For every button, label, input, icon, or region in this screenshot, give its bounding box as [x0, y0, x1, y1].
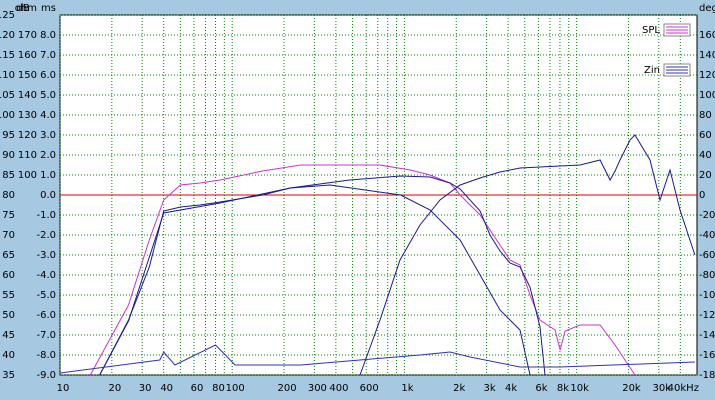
ohm-tick-label: 170	[18, 30, 37, 41]
ms-tick-label: -1.0	[36, 210, 56, 221]
y2-tick-label: 0	[699, 190, 705, 201]
legend-label: Zin	[644, 65, 660, 76]
y2-tick-label: 60	[699, 130, 712, 141]
y2-tick-label: 140	[699, 50, 715, 61]
ms-tick-label: -9.0	[36, 370, 56, 381]
y-tick-label: 70	[2, 230, 15, 241]
ohm-tick-label: 140	[18, 90, 37, 101]
x-tick-label: 60	[191, 383, 204, 394]
x-tick-label: 300	[308, 383, 327, 394]
ohm-tick-label: 120	[18, 130, 37, 141]
y-tick-label: 90	[2, 150, 15, 161]
y2-unit: deg	[699, 3, 715, 14]
y-tick-label: 95	[2, 130, 15, 141]
ms-tick-label: 4.0	[40, 110, 56, 121]
ohm-tick-label: 100	[18, 170, 37, 181]
y-tick-label: 45	[2, 330, 15, 341]
ohm-tick-label: 130	[18, 110, 37, 121]
y2-tick-label: -80	[699, 270, 715, 281]
ohm-unit: ohm	[15, 3, 37, 14]
ms-tick-label: -4.0	[36, 270, 56, 281]
series-line	[359, 134, 696, 375]
y2-tick-label: -120	[699, 310, 715, 321]
ms-tick-label: -6.0	[36, 310, 56, 321]
y-tick-label: 100	[0, 110, 15, 121]
series-line	[99, 175, 546, 375]
y-unit: dB	[16, 3, 29, 14]
y2-tick-label: 20	[699, 170, 712, 181]
x-tick-label: 1k	[401, 383, 413, 394]
y2-tick-label: 120	[699, 70, 715, 81]
y2-tick-label: -180	[699, 370, 715, 381]
y2-tick-label: -40	[699, 230, 715, 241]
y-tick-label: 115	[0, 50, 15, 61]
y2-tick-label: 160	[699, 30, 715, 41]
x-tick-label: 8k	[557, 383, 569, 394]
x-tick-label: 200	[278, 383, 297, 394]
x-tick-label: 40kHz	[668, 383, 699, 394]
y-tick-label: 110	[0, 70, 15, 81]
x-tick-label: 2k	[453, 383, 465, 394]
y-tick-label: 80	[2, 190, 15, 201]
y-tick-label: 85	[2, 170, 15, 181]
ms-tick-label: -7.0	[36, 330, 56, 341]
y2-tick-label: -140	[699, 330, 715, 341]
x-tick-label: 4k	[505, 383, 517, 394]
ms-tick-label: 3.0	[40, 130, 56, 141]
x-tick-label: 20k	[622, 383, 641, 394]
y-tick-label: 75	[2, 210, 15, 221]
y-tick-label: 50	[2, 310, 15, 321]
y-tick-label: 65	[2, 250, 15, 261]
x-tick-label: 100	[226, 383, 245, 394]
y2-tick-label: -60	[699, 250, 715, 261]
y-tick-label: 105	[0, 90, 15, 101]
ms-unit: ms	[41, 3, 56, 14]
x-tick-label: 3k	[484, 383, 496, 394]
y-tick-label: 35	[2, 370, 15, 381]
ms-tick-label: 7.0	[40, 50, 56, 61]
y2-tick-label: -100	[699, 290, 715, 301]
y-tick-label: 125	[0, 10, 15, 21]
x-tick-label: 6k	[535, 383, 547, 394]
series-line	[99, 184, 531, 375]
ms-tick-label: -2.0	[36, 230, 56, 241]
y2-tick-label: -160	[699, 350, 715, 361]
x-tick-label: 80	[212, 383, 225, 394]
y-tick-label: 120	[0, 30, 15, 41]
y2-tick-label: 80	[699, 110, 712, 121]
ohm-tick-label: 150	[18, 70, 37, 81]
ms-tick-label: 8.0	[40, 30, 56, 41]
x-tick-label: 40	[160, 383, 173, 394]
ms-tick-label: 5.0	[40, 90, 56, 101]
y-tick-label: 40	[2, 350, 15, 361]
y2-tick-label: 40	[699, 150, 712, 161]
ms-tick-label: 0.0	[40, 190, 56, 201]
x-tick-label: 10k	[570, 383, 589, 394]
series-line	[89, 164, 636, 375]
y-tick-label: 55	[2, 290, 15, 301]
x-tick-label: 30	[139, 383, 152, 394]
y2-tick-label: 100	[699, 90, 715, 101]
legend-label: SPL	[642, 25, 660, 36]
ms-tick-label: 2.0	[40, 150, 56, 161]
ms-tick-label: 1.0	[40, 170, 56, 181]
ms-tick-label: -5.0	[36, 290, 56, 301]
ms-tick-label: 6.0	[40, 70, 56, 81]
y-tick-label: 60	[2, 270, 15, 281]
ms-tick-label: -3.0	[36, 250, 56, 261]
y2-tick-label: -20	[699, 210, 715, 221]
ohm-tick-label: 110	[18, 150, 37, 161]
x-tick-label: 400	[329, 383, 348, 394]
x-tick-label: 10	[57, 383, 70, 394]
ms-tick-label: -8.0	[36, 350, 56, 361]
series-line	[60, 344, 695, 374]
x-tick-label: 600	[360, 383, 379, 394]
x-tick-label: 30k	[653, 383, 672, 394]
x-tick-label: 20	[108, 383, 121, 394]
ohm-tick-label: 160	[18, 50, 37, 61]
